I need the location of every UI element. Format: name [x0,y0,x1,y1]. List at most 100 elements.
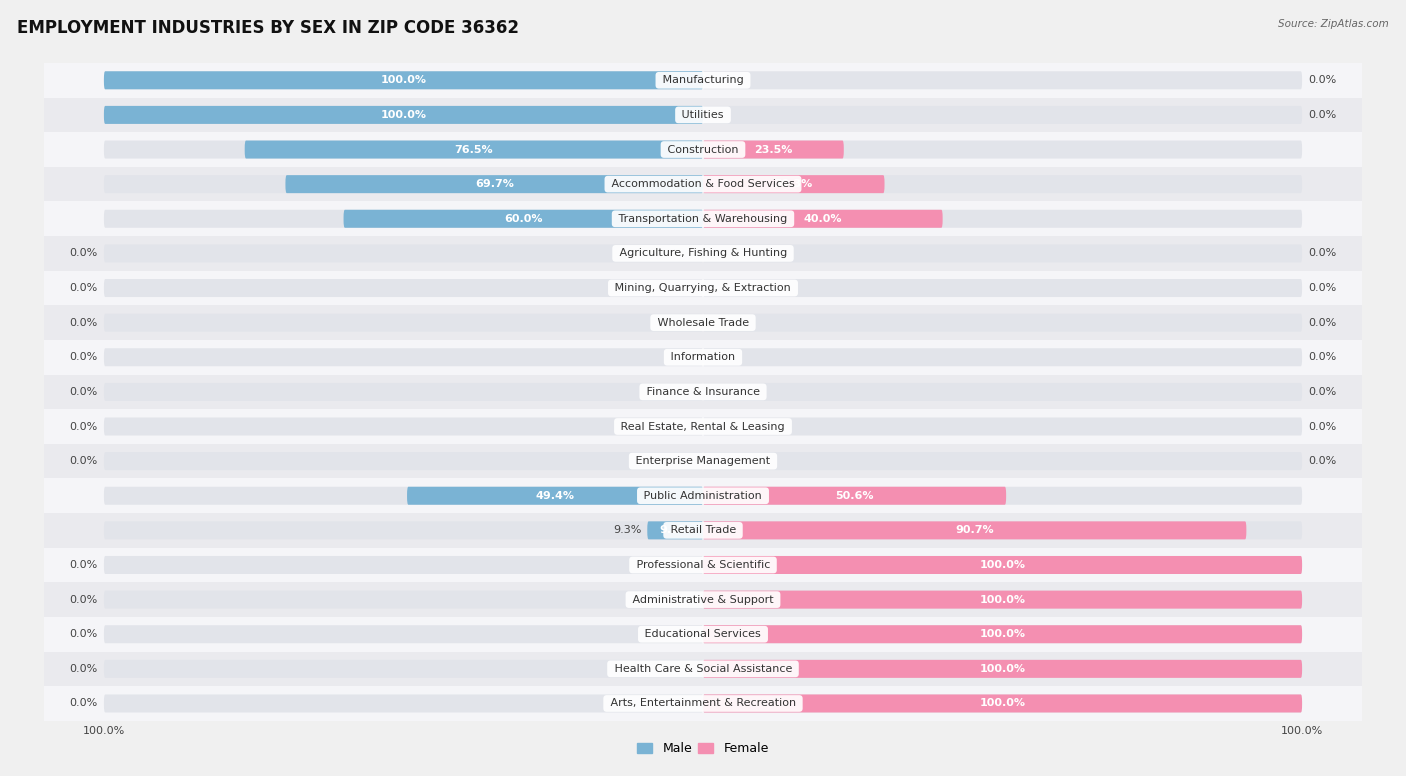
Text: 76.5%: 76.5% [454,144,494,154]
Text: Health Care & Social Assistance: Health Care & Social Assistance [610,663,796,674]
Text: Administrative & Support: Administrative & Support [628,594,778,605]
Text: Public Administration: Public Administration [640,490,766,501]
FancyBboxPatch shape [104,279,703,297]
Text: Retail Trade: Retail Trade [666,525,740,535]
FancyBboxPatch shape [703,140,844,158]
Text: Manufacturing: Manufacturing [659,75,747,85]
FancyBboxPatch shape [285,175,703,193]
FancyBboxPatch shape [703,452,1302,470]
FancyBboxPatch shape [703,556,1302,574]
Text: 50.6%: 50.6% [835,490,873,501]
FancyBboxPatch shape [703,695,1302,712]
Text: 60.0%: 60.0% [503,213,543,223]
Text: Real Estate, Rental & Leasing: Real Estate, Rental & Leasing [617,421,789,431]
FancyBboxPatch shape [703,625,1302,643]
Text: 40.0%: 40.0% [804,213,842,223]
Bar [44,686,1362,721]
Text: Wholesale Trade: Wholesale Trade [654,317,752,327]
FancyBboxPatch shape [245,140,703,158]
Text: 90.7%: 90.7% [955,525,994,535]
Text: Mining, Quarrying, & Extraction: Mining, Quarrying, & Extraction [612,283,794,293]
FancyBboxPatch shape [703,140,1302,158]
Legend: Male, Female: Male, Female [633,737,773,760]
Bar [44,652,1362,686]
FancyBboxPatch shape [104,383,703,401]
Bar [44,98,1362,132]
Text: 0.0%: 0.0% [70,456,98,466]
Text: 0.0%: 0.0% [70,283,98,293]
FancyBboxPatch shape [104,487,703,504]
Text: 9.3%: 9.3% [613,525,641,535]
Text: 100.0%: 100.0% [1281,726,1323,736]
FancyBboxPatch shape [703,244,1302,262]
FancyBboxPatch shape [703,314,1302,331]
FancyBboxPatch shape [703,383,1302,401]
FancyBboxPatch shape [104,244,703,262]
Text: 100.0%: 100.0% [980,663,1025,674]
Text: 49.4%: 49.4% [536,490,575,501]
Bar [44,63,1362,98]
FancyBboxPatch shape [703,625,1302,643]
FancyBboxPatch shape [703,210,1302,228]
Text: 0.0%: 0.0% [70,421,98,431]
Text: 0.0%: 0.0% [1308,352,1336,362]
Text: 0.0%: 0.0% [1308,317,1336,327]
FancyBboxPatch shape [104,625,703,643]
Text: Construction: Construction [664,144,742,154]
FancyBboxPatch shape [703,175,884,193]
FancyBboxPatch shape [703,660,1302,678]
FancyBboxPatch shape [104,106,703,124]
Text: EMPLOYMENT INDUSTRIES BY SEX IN ZIP CODE 36362: EMPLOYMENT INDUSTRIES BY SEX IN ZIP CODE… [17,19,519,37]
FancyBboxPatch shape [703,591,1302,608]
Text: Utilities: Utilities [679,110,727,120]
Text: Accommodation & Food Services: Accommodation & Food Services [607,179,799,189]
FancyBboxPatch shape [408,487,703,504]
FancyBboxPatch shape [703,71,1302,89]
Text: 0.0%: 0.0% [1308,75,1336,85]
Text: 0.0%: 0.0% [1308,248,1336,258]
FancyBboxPatch shape [104,660,703,678]
FancyBboxPatch shape [104,452,703,470]
Text: 0.0%: 0.0% [70,387,98,397]
Bar [44,340,1362,375]
Text: 0.0%: 0.0% [70,629,98,639]
Text: Source: ZipAtlas.com: Source: ZipAtlas.com [1278,19,1389,29]
Text: Transportation & Warehousing: Transportation & Warehousing [616,213,790,223]
FancyBboxPatch shape [703,521,1246,539]
FancyBboxPatch shape [703,417,1302,435]
FancyBboxPatch shape [703,660,1302,678]
Text: 0.0%: 0.0% [1308,110,1336,120]
Text: Enterprise Management: Enterprise Management [633,456,773,466]
Text: 100.0%: 100.0% [980,698,1025,708]
Bar [44,479,1362,513]
Bar [44,513,1362,548]
Bar [44,444,1362,479]
Bar [44,202,1362,236]
Text: Arts, Entertainment & Recreation: Arts, Entertainment & Recreation [606,698,800,708]
FancyBboxPatch shape [104,210,703,228]
FancyBboxPatch shape [104,556,703,574]
FancyBboxPatch shape [104,695,703,712]
Text: Educational Services: Educational Services [641,629,765,639]
FancyBboxPatch shape [104,175,703,193]
Text: 100.0%: 100.0% [381,110,426,120]
Text: Finance & Insurance: Finance & Insurance [643,387,763,397]
Bar [44,548,1362,582]
Text: 23.5%: 23.5% [754,144,793,154]
Text: 0.0%: 0.0% [1308,387,1336,397]
Text: 0.0%: 0.0% [70,698,98,708]
Text: 30.3%: 30.3% [775,179,813,189]
Text: 69.7%: 69.7% [475,179,513,189]
FancyBboxPatch shape [703,487,1007,504]
Text: 0.0%: 0.0% [70,352,98,362]
Text: 100.0%: 100.0% [980,560,1025,570]
Text: 0.0%: 0.0% [1308,421,1336,431]
FancyBboxPatch shape [703,695,1302,712]
Bar [44,305,1362,340]
Bar [44,375,1362,409]
Text: 0.0%: 0.0% [70,317,98,327]
FancyBboxPatch shape [104,417,703,435]
FancyBboxPatch shape [104,140,703,158]
FancyBboxPatch shape [104,521,703,539]
Bar [44,582,1362,617]
